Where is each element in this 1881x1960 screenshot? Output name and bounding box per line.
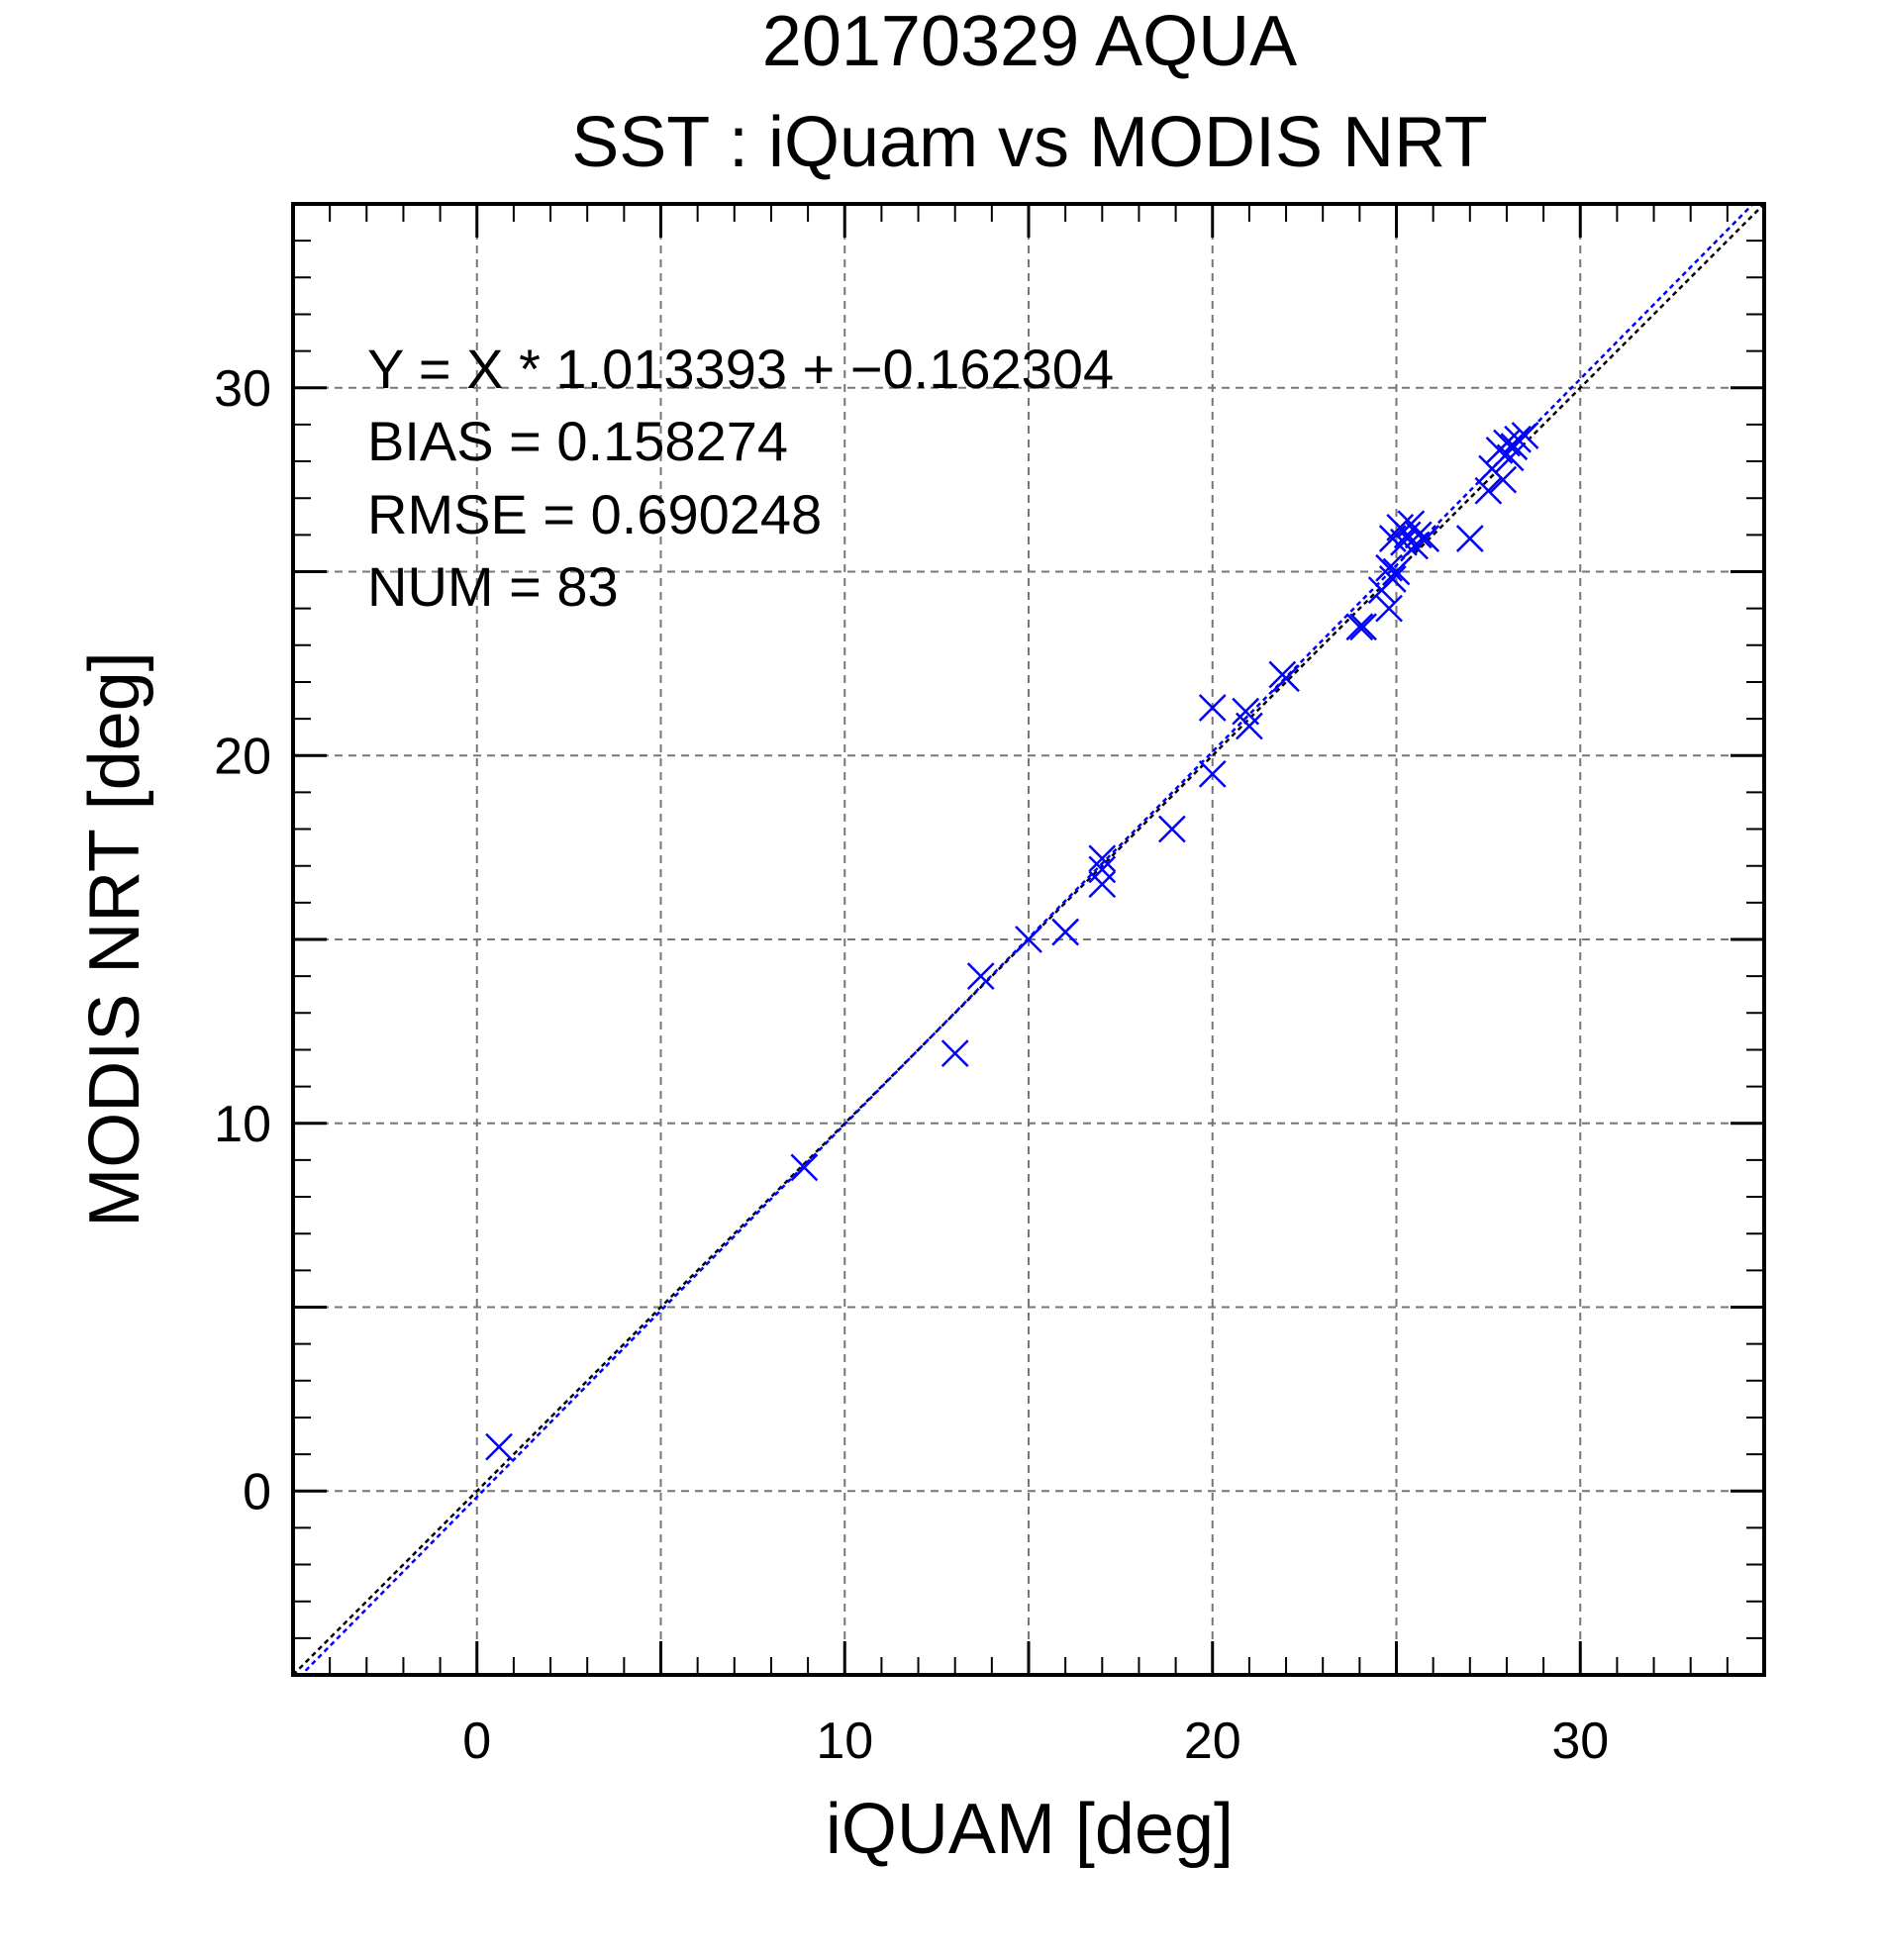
chart-subtitle: SST : iQuam vs MODIS NRT [571,103,1488,182]
x-tick-label: 20 [1184,1713,1241,1770]
data-point [940,1039,969,1068]
data-point [1051,918,1080,946]
data-point [1412,525,1440,552]
data-point [1236,712,1263,740]
y-tick-label: 20 [214,728,271,785]
data-point [790,1153,819,1182]
data-points [485,422,1539,1461]
data-point [1088,855,1117,884]
data-point [1375,594,1403,623]
data-point [1158,815,1186,843]
x-axis-title: iQUAM [deg] [826,1790,1234,1869]
plot-frame [291,202,1766,1677]
data-point [1378,565,1407,593]
data-point [1198,694,1227,722]
data-point [1345,613,1374,641]
x-tick-label: 0 [462,1713,491,1770]
data-point [1088,870,1117,899]
y-tick-label: 0 [243,1463,271,1520]
data-point [1404,521,1433,549]
data-point [966,962,995,991]
x-tick-label: 30 [1551,1713,1609,1770]
x-tick-label: 10 [816,1713,873,1770]
y-tick-label: 30 [214,360,271,418]
chart-title: 20170329 AQUA [762,2,1297,81]
y-tick-labels: 0 10 20 30 [214,360,271,1521]
annotation-bias: BIAS = 0.158274 [367,410,788,472]
y-axis-title: MODIS NRT [deg] [75,651,154,1227]
data-point [1015,926,1042,953]
major-ticks [293,204,1764,1675]
annotation-num: NUM = 83 [367,555,619,618]
data-point [1382,557,1411,586]
annotation-rmse: RMSE = 0.690248 [367,483,822,545]
data-point [1088,844,1117,873]
y-tick-label: 10 [214,1096,271,1153]
data-point [1375,553,1403,582]
data-point [1474,476,1503,505]
data-point [1496,443,1525,472]
data-point [485,1432,513,1461]
data-point [1504,425,1532,453]
data-point [1272,664,1300,693]
data-point [1489,465,1518,494]
data-point [1349,613,1377,641]
annotation-regression: Y = X * 1.013393 + −0.162304 [367,338,1114,400]
data-point [1390,528,1418,556]
data-point [1511,422,1539,449]
stats-annotation: Y = X * 1.013393 + −0.162304 BIAS = 0.15… [367,338,1114,618]
data-point [1198,759,1227,788]
x-tick-labels: 0 10 20 30 [462,1713,1609,1770]
data-point [1455,525,1484,552]
